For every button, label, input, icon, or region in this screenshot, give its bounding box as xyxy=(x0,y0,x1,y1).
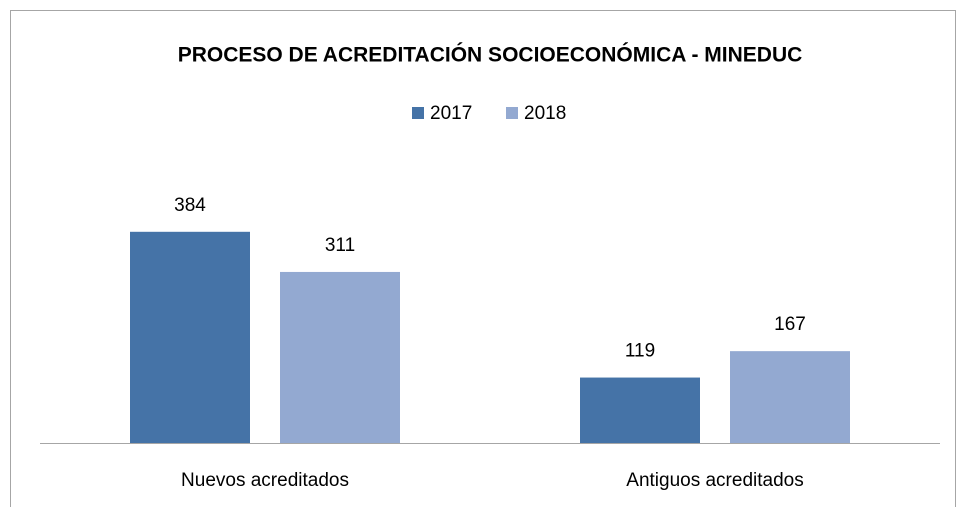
x-tick-label: Antiguos acreditados xyxy=(626,470,803,491)
legend-swatch xyxy=(412,107,424,119)
data-label: 384 xyxy=(174,195,206,216)
bar xyxy=(280,271,400,443)
data-label: 119 xyxy=(625,341,655,362)
bar xyxy=(730,351,850,443)
x-tick-label: Nuevos acreditados xyxy=(181,470,349,491)
bar xyxy=(580,377,700,443)
data-label: 167 xyxy=(774,314,806,335)
legend-label: 2018 xyxy=(524,103,566,124)
chart-title: PROCESO DE ACREDITACIÓN SOCIOECONÓMICA -… xyxy=(178,43,803,67)
data-label: 311 xyxy=(325,235,355,256)
legend-label: 2017 xyxy=(430,103,472,124)
bar xyxy=(130,231,250,443)
legend-swatch xyxy=(506,107,518,119)
